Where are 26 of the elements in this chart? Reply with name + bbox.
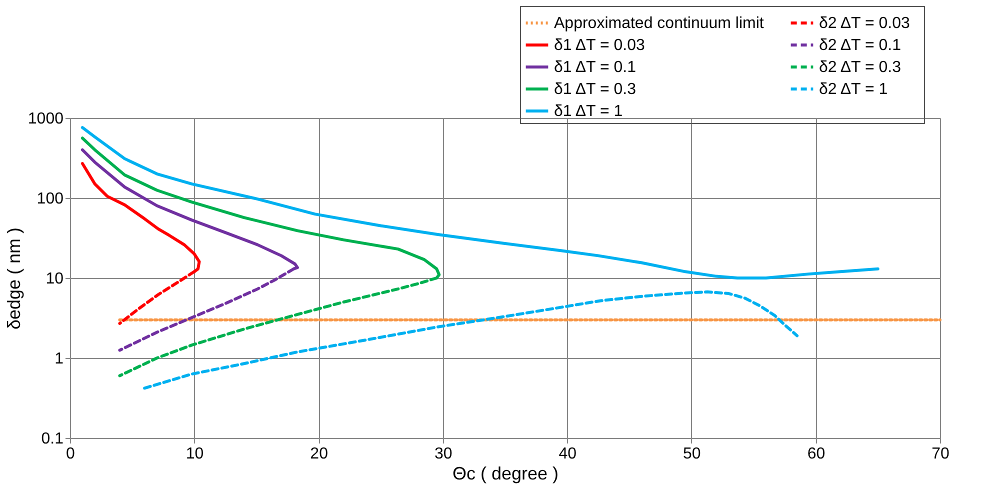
y-tick-label: 0.1 <box>41 430 64 448</box>
y-tick-label: 1 <box>54 350 64 368</box>
legend-label: δ2 ΔT = 0.03 <box>819 15 910 32</box>
x-axis-title: Θc ( degree ) <box>452 464 559 484</box>
legend-label: δ2 ΔT = 0.1 <box>819 37 902 54</box>
legend-label: δ2 ΔT = 0.3 <box>819 59 902 76</box>
line-series <box>80 126 880 280</box>
y-tick-label: 1000 <box>28 110 64 128</box>
x-tick-label: 10 <box>186 446 204 462</box>
y-axis-title: δedge ( nm ) <box>4 227 24 330</box>
legend-label: δ2 ΔT = 1 <box>819 81 888 98</box>
x-tick-label: 50 <box>683 446 701 462</box>
y-tick-label: 100 <box>36 190 64 208</box>
legend-label: δ1 ΔT = 0.1 <box>554 59 636 76</box>
x-tick-label: 40 <box>558 446 577 462</box>
line-series <box>143 290 799 390</box>
legend-label: δ1 ΔT = 0.03 <box>554 37 646 54</box>
y-tick-label: 10 <box>46 270 64 288</box>
x-tick-label: 60 <box>807 446 826 462</box>
x-tick-label: 30 <box>434 446 452 462</box>
legend-label: δ1 ΔT = 0.3 <box>554 81 636 98</box>
legend-label: Approximated continuum limit <box>554 15 764 32</box>
legend-label: δ1 ΔT = 1 <box>554 103 623 120</box>
x-tick-label: 0 <box>66 446 76 462</box>
x-tick-label: 20 <box>310 446 328 462</box>
x-tick-label: 70 <box>932 446 950 462</box>
